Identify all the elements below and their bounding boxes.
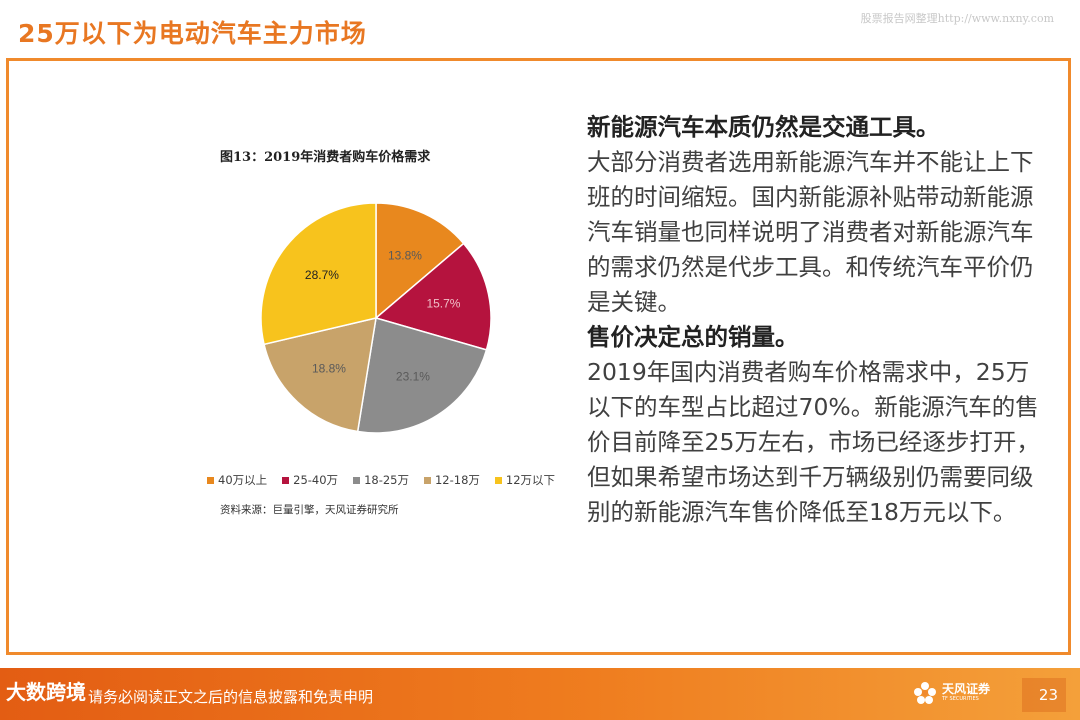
legend-item-5: 12万以下 <box>494 472 556 488</box>
pie-slice-3 <box>356 317 488 434</box>
legend-label-2: 25-40万 <box>293 473 339 487</box>
legend-swatch-2 <box>282 476 290 484</box>
content-frame <box>6 58 1071 655</box>
chart-legend: 40万以上 25-40万 18-25万 12-18万 12万以下 <box>207 472 555 488</box>
pie-slice-2 <box>374 242 492 351</box>
slice-label-1: 13.8% <box>388 248 422 262</box>
page-number: 23 <box>1038 686 1058 704</box>
legend-item-3: 18-25万 <box>353 472 409 488</box>
heading-2: 售价决定总的销量。 <box>587 323 799 351</box>
corner-logo: 大数跨境 <box>6 680 86 704</box>
legend-swatch-4 <box>423 476 431 484</box>
slide-title: 25万以下为电动汽车主力市场 <box>18 19 367 48</box>
heading-1: 新能源汽车本质仍然是交通工具。 <box>587 113 940 141</box>
footer-disclaimer: 请务必阅读正文之后的信息披露和免责申明 <box>88 688 374 706</box>
slice-label-2: 15.7% <box>426 296 460 310</box>
pie-slice-4 <box>263 317 377 433</box>
brand-name: 天风证券 <box>942 682 991 696</box>
paragraph-1: 大部分消费者选用新能源汽车并不能让上下班的时间缩短。国内新能源补贴带动新能源汽车… <box>587 148 1034 316</box>
slice-label-5: 28.7% <box>305 268 339 282</box>
legend-swatch-5 <box>494 476 502 484</box>
slice-label-3: 23.1% <box>396 369 430 383</box>
legend-item-4: 12-18万 <box>423 472 480 488</box>
brand-sub: TF SECURITIES <box>942 696 979 702</box>
chart-source: 资料来源：巨量引擎，天风证券研究所 <box>220 504 399 516</box>
legend-swatch-1 <box>207 476 214 484</box>
legend-swatch-3 <box>353 476 361 484</box>
page-number-box <box>1022 678 1066 712</box>
legend-label-1: 40万以上 <box>218 473 268 487</box>
legend-item-1: 40万以上 <box>207 472 267 488</box>
legend-label-3: 18-25万 <box>364 473 409 487</box>
legend-label-5: 12万以下 <box>505 473 556 487</box>
brand-logo: 天风证券 TF SECURITIES <box>912 680 990 706</box>
flower-icon <box>914 682 936 704</box>
paragraph-2: 2019年国内消费者购车价格需求中，25万以下的车型占比超过70%。新能源汽车的… <box>587 358 1040 526</box>
text-block: 新能源汽车本质仍然是交通工具。 大部分消费者选用新能源汽车并不能让上下班的时间缩… <box>587 110 1047 530</box>
pie-slice-1 <box>375 202 465 320</box>
footer-bar: 请务必阅读正文之后的信息披露和免责申明 天风证券 TF SECURITIES 2… <box>0 668 1080 720</box>
chart-title: 图13：2019年消费者购车价格需求 <box>220 150 431 165</box>
pie-slice-5 <box>260 202 377 346</box>
legend-label-4: 12-18万 <box>434 473 480 487</box>
legend-item-2: 25-40万 <box>282 472 338 488</box>
watermark: 股票报告网整理http://www.nxny.com <box>860 12 1054 25</box>
slice-label-4: 18.8% <box>312 361 346 375</box>
